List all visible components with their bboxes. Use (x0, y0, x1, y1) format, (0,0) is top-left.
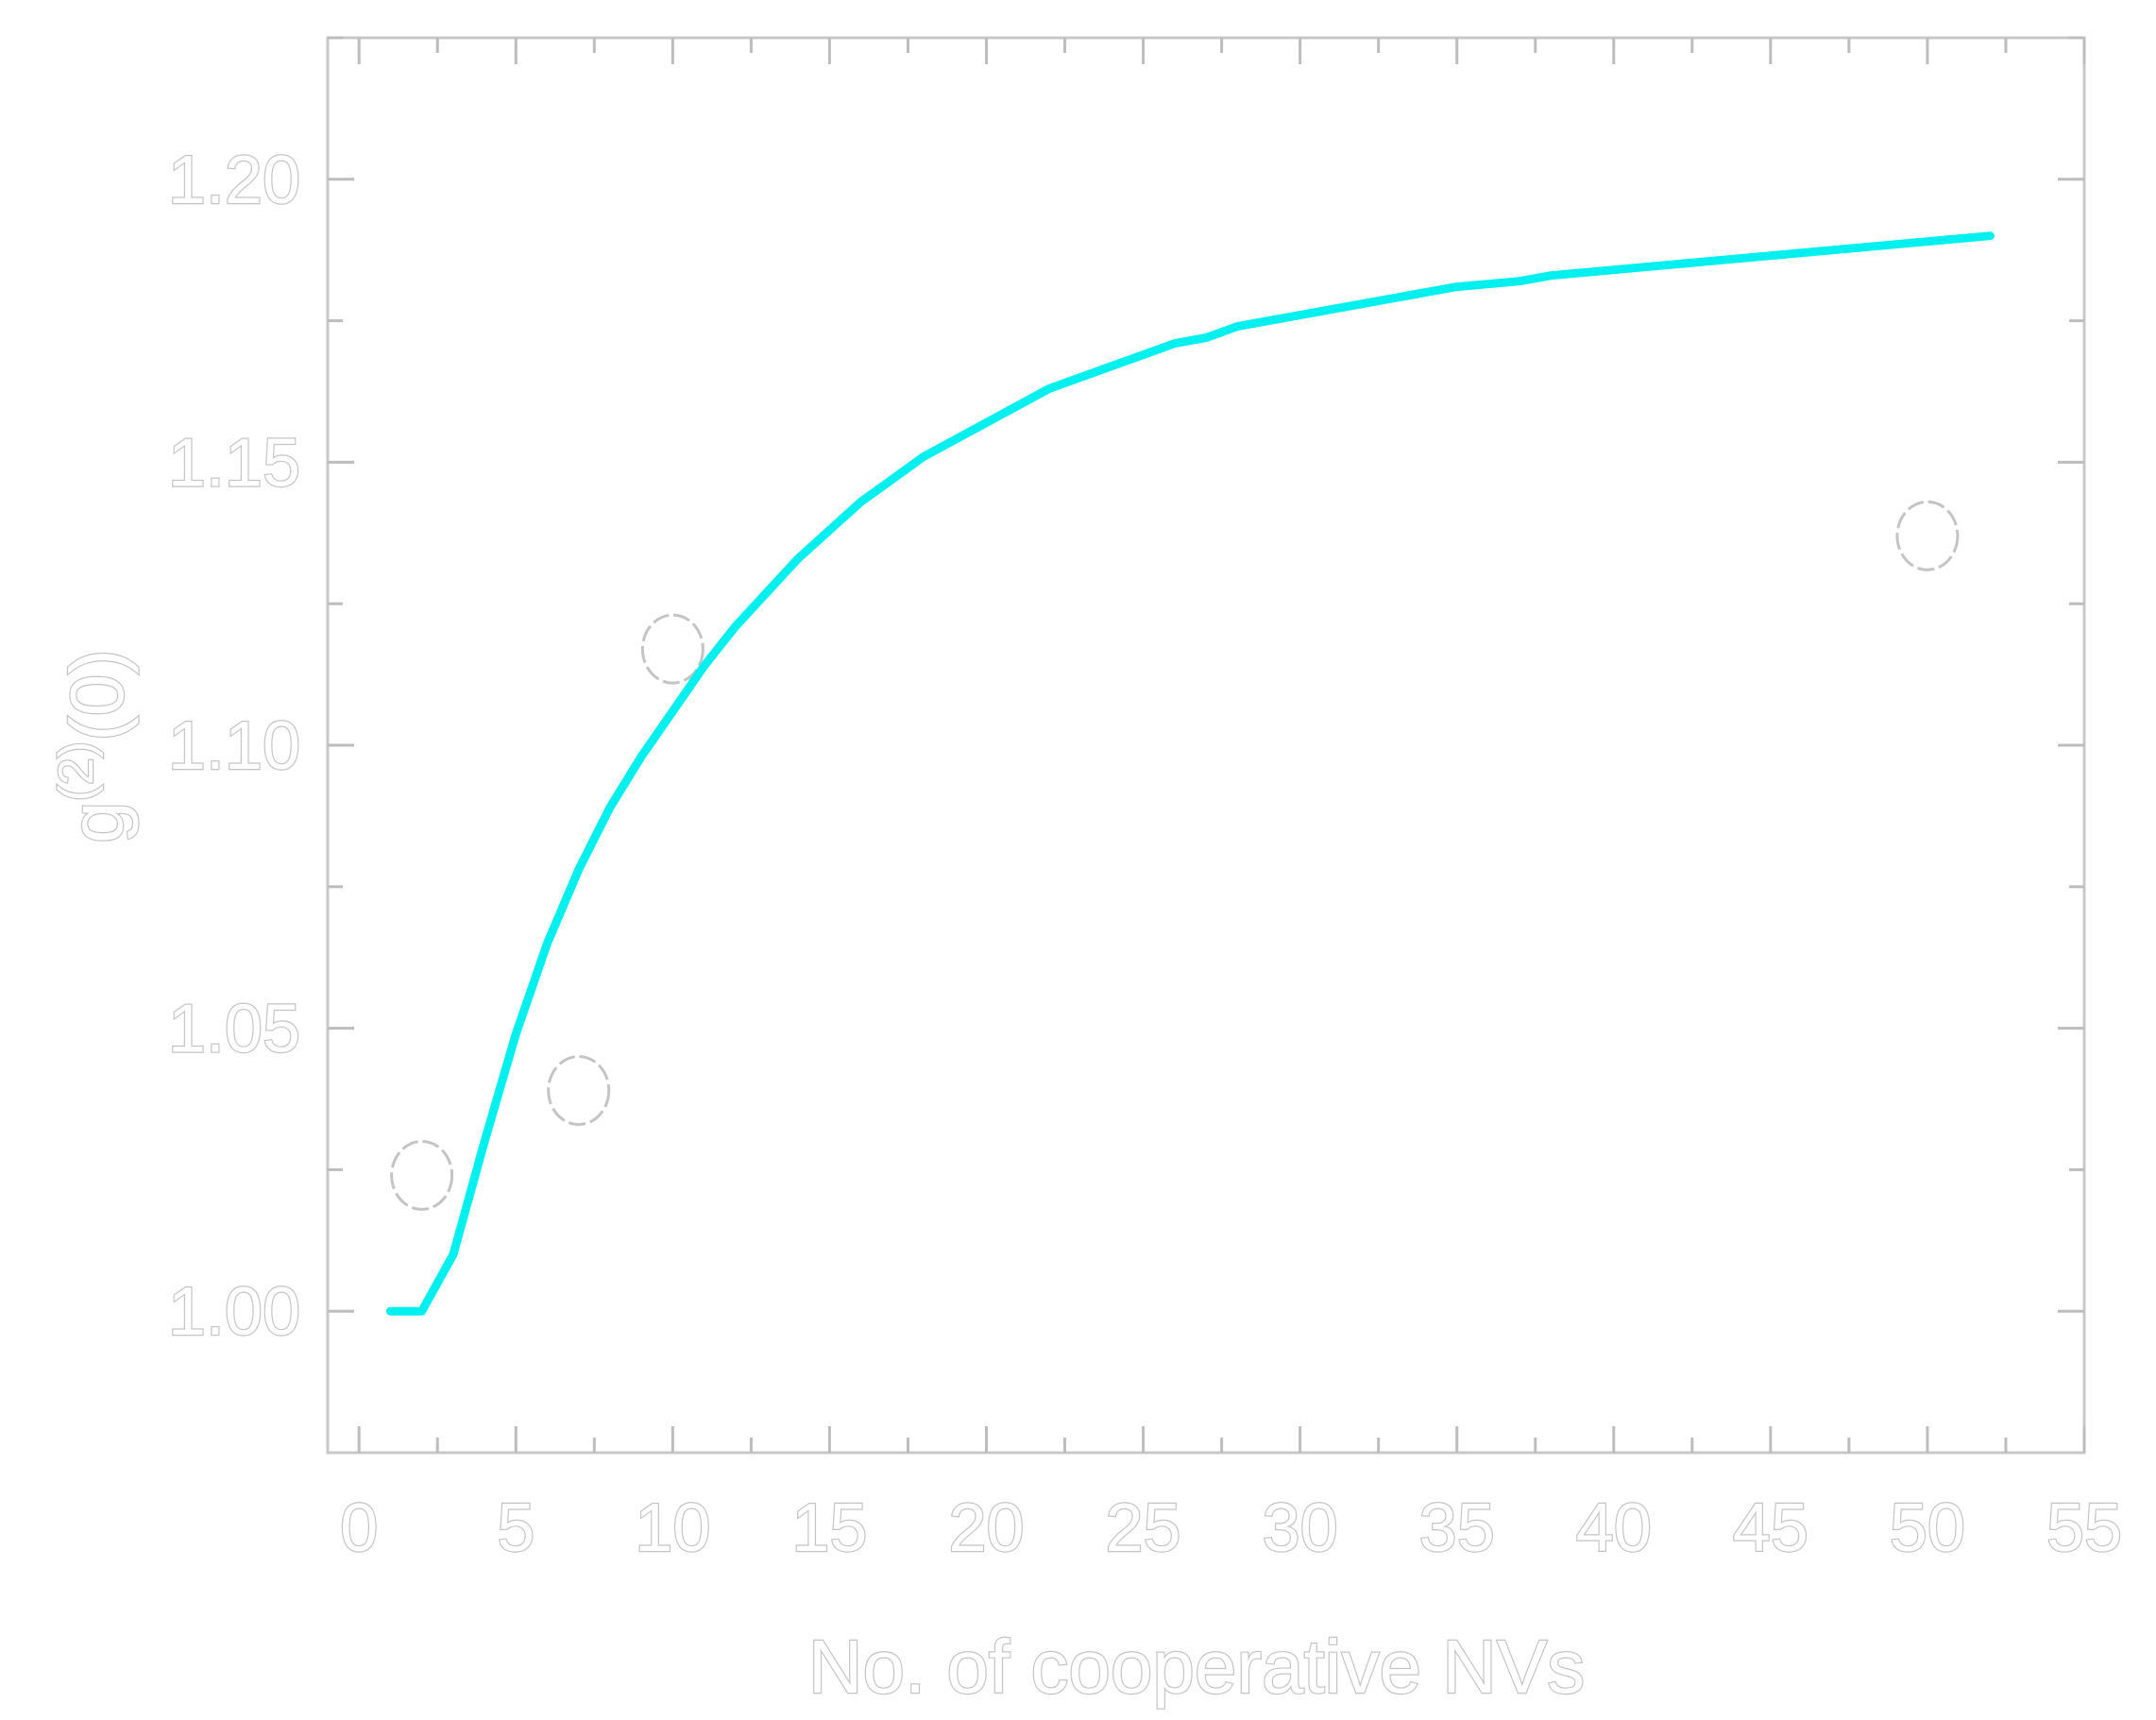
x-tick-label: 50 (1890, 1490, 1965, 1566)
x-tick-label: 0 (340, 1490, 378, 1566)
x-tick-label: 20 (948, 1490, 1024, 1566)
data-point (640, 613, 705, 685)
data-point (547, 1055, 611, 1127)
y-tick-label: 1.15 (168, 425, 300, 501)
x-tick-label: 25 (1106, 1490, 1181, 1566)
x-tick-label: 5 (497, 1490, 535, 1566)
y-tick-label: 1.00 (168, 1274, 300, 1350)
y-axis-label-base: g (55, 801, 139, 843)
x-tick-label: 55 (2046, 1490, 2122, 1566)
x-tick-label: 30 (1263, 1490, 1338, 1566)
x-tick-labels: 0 5 10 15 20 25 30 35 40 45 50 55 (339, 1490, 2123, 1567)
data-marks (385, 231, 1995, 1316)
tick-marks (328, 36, 2086, 1453)
x-tick-label: 35 (1419, 1490, 1495, 1566)
y-axis-label-sup: (2) (49, 741, 104, 802)
x-tick-label: 40 (1576, 1490, 1652, 1566)
x-axis-label: No. of cooperative NVs (808, 1625, 1586, 1709)
y-tick-label: 1.20 (168, 143, 300, 218)
y-axis-label-arg: (0) (55, 649, 139, 741)
y-axis-label: g(2)(0) (49, 649, 139, 843)
data-point (1895, 500, 1960, 571)
y-tick-labels: 1.00 1.05 1.10 1.15 1.20 (167, 142, 302, 1352)
fit-curve (385, 231, 1995, 1316)
y-tick-label: 1.10 (168, 708, 300, 784)
y-tick-label: 1.05 (168, 992, 300, 1067)
x-tick-label: 10 (635, 1490, 710, 1566)
data-point (390, 1139, 454, 1211)
x-tick-label: 45 (1733, 1490, 1808, 1566)
x-tick-label: 15 (791, 1490, 867, 1566)
